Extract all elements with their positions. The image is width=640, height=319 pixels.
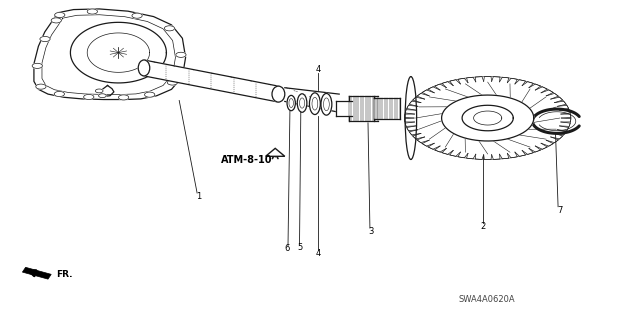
Polygon shape (22, 267, 51, 279)
Circle shape (99, 94, 106, 98)
Text: 4: 4 (316, 65, 321, 74)
Text: 1: 1 (196, 192, 201, 201)
Circle shape (36, 84, 46, 89)
Text: 2: 2 (481, 222, 486, 231)
Circle shape (167, 80, 177, 85)
Circle shape (164, 26, 175, 31)
Ellipse shape (297, 94, 307, 112)
Text: 3: 3 (369, 227, 374, 236)
Ellipse shape (405, 77, 417, 160)
Text: ATM-8-10: ATM-8-10 (221, 155, 272, 165)
Ellipse shape (321, 93, 332, 115)
Circle shape (40, 36, 50, 41)
Circle shape (32, 63, 42, 68)
Circle shape (118, 95, 129, 100)
Circle shape (54, 92, 65, 97)
Ellipse shape (272, 86, 285, 102)
Polygon shape (144, 60, 278, 102)
Polygon shape (70, 22, 166, 83)
Ellipse shape (138, 60, 150, 76)
Text: 6: 6 (284, 244, 289, 253)
Ellipse shape (310, 93, 321, 115)
Text: FR.: FR. (56, 270, 73, 279)
Text: 5: 5 (297, 243, 302, 252)
Polygon shape (442, 95, 534, 141)
Circle shape (132, 13, 142, 18)
Polygon shape (414, 81, 561, 155)
Text: 4: 4 (316, 249, 321, 258)
Polygon shape (34, 9, 186, 100)
Text: 7: 7 (557, 206, 563, 215)
Circle shape (176, 52, 186, 57)
Circle shape (54, 12, 65, 18)
Circle shape (145, 92, 155, 97)
Circle shape (95, 89, 103, 93)
Circle shape (51, 18, 61, 23)
Polygon shape (266, 148, 285, 156)
Ellipse shape (287, 95, 296, 111)
Polygon shape (474, 111, 502, 125)
Polygon shape (336, 100, 352, 116)
Text: SWA4A0620A: SWA4A0620A (458, 295, 515, 304)
Circle shape (84, 94, 94, 100)
Circle shape (87, 9, 97, 14)
